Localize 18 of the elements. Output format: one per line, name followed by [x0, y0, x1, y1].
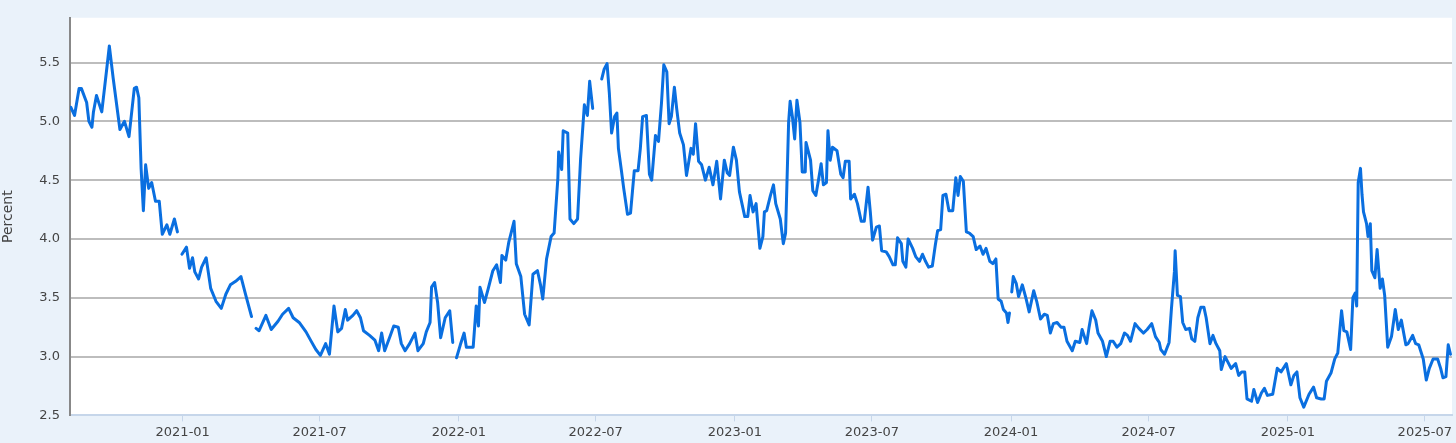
x-tick-label: 2025-07: [1397, 423, 1452, 439]
y-tick-label: 3.5: [39, 289, 60, 305]
x-tick-label: 2023-01: [707, 423, 763, 439]
x-tick-label: 2022-01: [431, 423, 486, 439]
x-tick-label: 2025-01: [1260, 423, 1316, 439]
y-tick-label: 2.5: [39, 406, 60, 422]
x-tick-label: 2022-07: [568, 423, 623, 439]
y-tick-label: 5.5: [39, 53, 60, 69]
y-tick-label: 4.0: [39, 230, 60, 246]
y-axis-title: Percent: [0, 189, 16, 243]
y-tick-label: 4.5: [39, 171, 60, 187]
x-tick-label: 2024-07: [1121, 423, 1176, 439]
y-tick-label: 3.0: [39, 347, 60, 363]
y-tick-label: 5.0: [39, 112, 60, 128]
x-tick-label: 2024-01: [983, 423, 1039, 439]
x-tick-label: 2021-07: [292, 423, 347, 439]
x-tick-label: 2023-07: [844, 423, 899, 439]
x-tick-label: 2021-01: [155, 423, 210, 439]
